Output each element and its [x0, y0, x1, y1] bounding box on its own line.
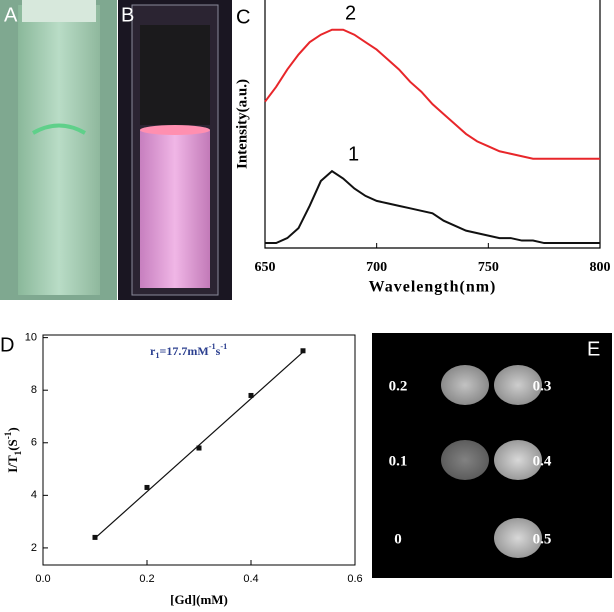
x-axis-label: Wavelength(nm): [369, 279, 497, 296]
text-part: 1: [155, 351, 159, 360]
y-tick-label: 2: [31, 542, 37, 554]
panel-label: B: [121, 4, 134, 26]
text-part: s: [216, 344, 221, 358]
panel-label: A: [4, 4, 18, 26]
data-point: [300, 348, 306, 354]
text-part: -1: [209, 342, 216, 351]
line-series: [264, 28, 600, 160]
x-tick-label: 700: [366, 260, 387, 275]
sample-label: 0.1: [389, 453, 408, 469]
panel-label: E: [587, 338, 600, 360]
y-axis-label: Intensity(a.u.): [234, 79, 250, 169]
sample-spot: [494, 440, 542, 480]
x-axis-label: [Gd](mM): [170, 592, 228, 607]
line-series: [265, 169, 600, 245]
sample-label: 0.5: [533, 531, 552, 547]
text-part: =17.7mM: [160, 344, 209, 358]
x-tick-label: 750: [478, 260, 499, 275]
y-tick-label: 4: [31, 489, 37, 501]
panel-label: C: [236, 6, 250, 28]
text-part: (S: [5, 439, 20, 451]
text-part: -1: [3, 431, 13, 439]
mri-panel: E 0.2 0.3 0.1 0.4 0 0.5: [372, 333, 612, 578]
rich-text: I/T1(S-1): [3, 427, 23, 472]
annotation: 2: [345, 2, 356, 24]
data-point: [144, 484, 150, 490]
panel-label: D: [0, 334, 14, 356]
x-tick-label: 0.4: [243, 573, 258, 585]
y-tick-label: 8: [31, 384, 37, 396]
text-part: 1: [13, 450, 23, 455]
x-tick-label: 0.2: [139, 573, 154, 585]
axis: [264, 0, 601, 249]
x-tick-label: 650: [255, 260, 276, 275]
data-point: [196, 445, 202, 451]
fit-line: [94, 351, 304, 539]
sample-spot: [441, 440, 489, 480]
text-part: -1: [220, 342, 227, 351]
annotation: 1: [348, 143, 359, 165]
text-part: I/T: [5, 455, 20, 473]
sample-label: 0.4: [533, 453, 552, 469]
text-part: r: [150, 344, 156, 358]
x-tick-label: 0.0: [35, 573, 50, 585]
sample-spot: [494, 365, 542, 405]
sample-label: 0: [394, 531, 402, 547]
axis: [42, 334, 356, 566]
text-part: ): [5, 427, 20, 431]
y-tick-label: 10: [25, 332, 37, 344]
photo-b: B: [118, 0, 232, 300]
data-point: [248, 392, 254, 398]
sample-spot: [441, 365, 489, 405]
y-tick-label: 6: [31, 437, 37, 449]
x-tick-label: 0.6: [347, 573, 362, 585]
x-tick-label: 800: [590, 260, 611, 275]
sample-label: 0.2: [389, 378, 408, 394]
sample-label: 0.3: [533, 378, 552, 394]
sample-spot: [494, 518, 542, 558]
rich-text: r1=17.7mM-1s-1: [150, 342, 227, 360]
photo-a: A: [0, 0, 117, 300]
